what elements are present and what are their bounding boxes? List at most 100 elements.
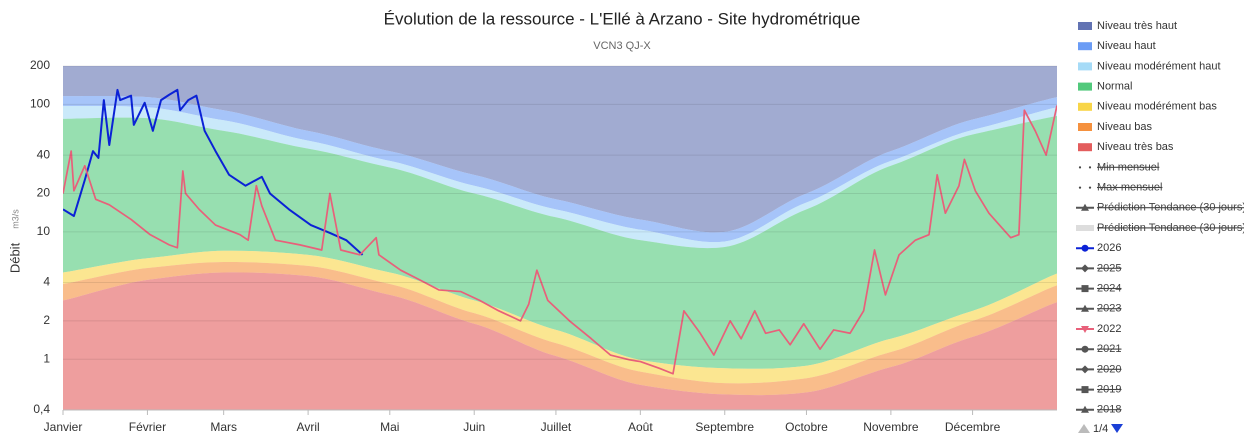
legend-label: 2022 (1097, 323, 1121, 335)
y-axis-unit: m3/s (10, 209, 20, 229)
band-area (63, 261, 1057, 396)
legend-item[interactable]: 2019 (1076, 384, 1121, 396)
legend-dot (1088, 166, 1092, 169)
legend-marker (1081, 304, 1089, 312)
legend-label: Niveau bas (1097, 121, 1153, 133)
legend-dot (1078, 166, 1082, 169)
legend-label: 2026 (1097, 242, 1121, 254)
band-area (63, 96, 1057, 243)
legend-dot (1088, 186, 1092, 189)
legend-item[interactable]: 2023 (1076, 303, 1121, 315)
legend-label: 2023 (1097, 303, 1121, 315)
chart-subtitle: VCN3 QJ-X (593, 40, 651, 52)
legend-marker (1081, 405, 1089, 413)
legend-label: Niveau modérément bas (1097, 101, 1217, 113)
x-tick-label: Octobre (785, 420, 828, 434)
legend-label: Prédiction Tendance (30 jours) (1097, 222, 1244, 234)
x-tick-label: Juin (463, 420, 485, 434)
legend-item[interactable]: 2025 (1076, 262, 1121, 274)
legend-label: 2020 (1097, 363, 1121, 375)
y-tick-label: 10 (37, 224, 51, 238)
legend-item[interactable]: Niveau modérément bas (1078, 101, 1217, 113)
y-tick-label: 40 (37, 147, 51, 161)
legend-marker (1081, 345, 1089, 353)
legend-pager: 1/4 (1078, 423, 1123, 435)
legend-item[interactable]: Niveau haut (1078, 40, 1156, 52)
x-tick-label: Juillet (541, 420, 572, 434)
legend-swatch (1078, 102, 1092, 111)
band-area (63, 66, 1057, 233)
x-tick-label: Février (129, 420, 166, 434)
legend-item[interactable]: Prédiction Tendance (30 jours) (1076, 222, 1244, 234)
y-tick-label: 4 (43, 275, 50, 289)
y-tick-label: 2 (43, 313, 50, 327)
legend-item[interactable]: Min mensuel (1078, 161, 1159, 173)
legend-marker (1081, 386, 1089, 394)
legend-swatch (1078, 123, 1092, 131)
legend-label: Niveau très haut (1097, 20, 1177, 32)
series-line (63, 88, 364, 256)
x-tick-label: Avril (297, 420, 320, 434)
x-tick-label: Décembre (945, 420, 1001, 434)
x-tick-label: Septembre (695, 420, 754, 434)
legend-label: 2019 (1097, 384, 1121, 396)
axes: 0,4 1 2 4 10 20 40 100 200 Janvier Février Mars Avri… (30, 58, 1057, 434)
plot-area (63, 66, 1057, 410)
legend-label: Niveau modérément haut (1097, 60, 1221, 72)
legend-item[interactable]: 2021 (1076, 343, 1121, 355)
legend-item[interactable]: 2024 (1076, 283, 1121, 295)
legend-item[interactable]: Niveau modérément haut (1078, 60, 1221, 72)
legend-label: 2025 (1097, 262, 1121, 274)
x-tick-label: Novembre (863, 420, 919, 434)
legend-marker (1081, 264, 1089, 273)
x-tick-label: Mars (210, 420, 237, 434)
chart-title: Évolution de la ressource - L'Ellé à Arz… (384, 9, 861, 28)
legend-item[interactable]: 2022 (1076, 323, 1121, 335)
band-area (63, 116, 1057, 369)
legend-label: Min mensuel (1097, 161, 1159, 173)
y-tick-label: 100 (30, 97, 50, 111)
pager-text: 1/4 (1093, 423, 1108, 435)
band-area (63, 106, 1057, 249)
legend-label: 2024 (1097, 283, 1121, 295)
legend-swatch (1078, 62, 1092, 71)
y-axis-label: Débit (7, 242, 22, 273)
legend-item[interactable]: Niveau très haut (1078, 20, 1177, 32)
legend-item[interactable]: 2026 (1076, 242, 1121, 254)
y-tick-label: 0,4 (33, 402, 50, 416)
legend: Niveau très haut Niveau haut Niveau modéré… (1076, 20, 1244, 416)
legend-swatch (1078, 22, 1092, 30)
legend-marker (1081, 244, 1089, 252)
legend-marker (1081, 365, 1089, 374)
legend-item[interactable]: 2020 (1076, 363, 1121, 375)
legend-label: 2018 (1097, 404, 1121, 416)
legend-label: Niveau haut (1097, 40, 1156, 52)
legend-swatch (1078, 82, 1092, 91)
legend-label: Normal (1097, 81, 1132, 93)
legend-label: Max mensuel (1097, 182, 1162, 194)
legend-item[interactable]: Max mensuel (1078, 182, 1163, 194)
legend-marker (1081, 285, 1089, 293)
legend-item[interactable]: Prédiction Tendance (30 jours) (1076, 202, 1244, 214)
legend-dot (1078, 186, 1082, 189)
legend-swatch (1078, 143, 1092, 152)
legend-swatch (1078, 42, 1092, 51)
legend-item[interactable]: 2018 (1076, 404, 1121, 416)
legend-item[interactable]: Niveau bas (1078, 121, 1153, 133)
y-tick-label: 200 (30, 58, 50, 72)
legend-marker (1081, 203, 1089, 211)
legend-label: Prédiction Tendance (30 jours) (1097, 202, 1244, 214)
series-line (63, 105, 1057, 375)
x-tick-label: Août (628, 420, 653, 434)
y-tick-label: 20 (37, 186, 51, 200)
pager-down[interactable] (1111, 424, 1123, 433)
band-area (63, 272, 1057, 410)
band-area (63, 250, 1057, 384)
legend-label: 2021 (1097, 343, 1121, 355)
legend-marker (1081, 326, 1089, 333)
y-tick-label: 1 (43, 351, 50, 365)
pager-up[interactable] (1078, 424, 1090, 433)
legend-item[interactable]: Niveau très bas (1078, 141, 1174, 153)
legend-item[interactable]: Normal (1078, 81, 1132, 93)
